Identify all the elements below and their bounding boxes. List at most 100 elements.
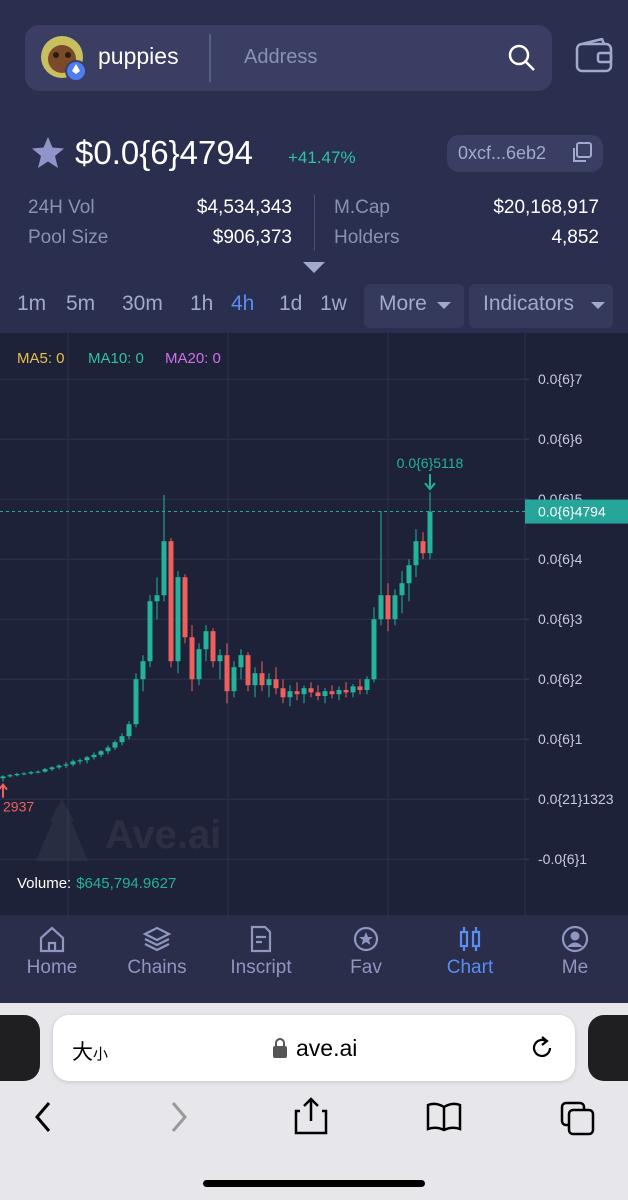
menu-label[interactable]: Indicators [483,292,575,315]
reload-icon[interactable] [528,1034,556,1062]
candle-body [0,776,6,779]
candle-body [112,742,118,748]
nav-label[interactable]: Inscript [230,957,292,978]
stat-label: M.Cap [334,197,390,218]
browser-icons [35,1097,595,1136]
timeframe-tab[interactable]: 4h [231,292,255,315]
copy-icon[interactable] [570,141,594,165]
nav-label[interactable]: Me [561,957,589,978]
candle-body [161,541,167,596]
candle-body [14,774,20,776]
candle-body [56,765,62,768]
stat-value: $20,168,917 [493,197,599,218]
candle-body [336,690,342,695]
candle-body [42,769,48,772]
candle-body [420,541,426,554]
indicators-button[interactable] [469,284,613,328]
nav-label[interactable]: Fav [350,957,382,978]
candle-body [413,541,419,566]
candle-body [385,595,391,620]
current-price-box [525,499,628,524]
y-tick-label: 0.0{6}1 [538,731,583,747]
nav-item[interactable]: Chart [418,925,522,979]
share-icon[interactable] [294,1097,328,1135]
candle-body [364,679,370,690]
url-text[interactable]: ave.ai [296,1035,358,1061]
candle-body [280,688,286,698]
token-avatar [41,36,87,82]
candle-body [378,595,384,620]
browser-tab-next[interactable] [588,1015,628,1081]
forward-icon[interactable] [171,1102,187,1132]
timeframe-tab[interactable]: 30m [122,292,163,315]
timeframe-tab[interactable]: 1d [279,292,303,315]
low-marker-arrow [0,782,8,798]
candle-body [154,595,160,602]
search-icon[interactable] [506,42,538,74]
y-tick-label: 0.0{6}3 [538,611,583,627]
y-tick-label: 0.0{21}1323 [538,791,614,807]
y-tick-label: 0.0{6}2 [538,671,583,687]
nav-item[interactable]: Inscript [209,925,313,979]
nav-item[interactable]: Home [0,925,104,979]
candle-body [329,691,335,695]
timeframe-tab[interactable]: 5m [66,292,96,315]
candle-body [175,577,181,662]
candle-body [91,754,97,758]
bookmarks-icon[interactable] [426,1102,462,1132]
y-tick-label: 0.0{6}4 [538,551,583,567]
divider [209,34,211,82]
candle-body [427,511,433,554]
home-icon [39,926,65,953]
wallet-icon[interactable] [574,38,616,76]
home-indicator [203,1180,425,1187]
candle-body [70,761,76,765]
search-bar[interactable] [25,25,552,91]
nav-label[interactable]: Home [26,957,78,978]
candle-body [21,773,27,775]
candle-body [210,631,216,662]
price: $0.0{6}4794 [75,134,254,171]
candle-body [259,673,265,686]
nav-label[interactable]: Chains [127,957,187,978]
text-size-small: 小 [93,1046,109,1063]
nav-item[interactable]: Me [523,925,627,979]
back-icon[interactable] [35,1102,51,1132]
chart-background [0,333,628,915]
candle-body [322,691,328,696]
candle-body [392,595,398,620]
timeframe-tab[interactable]: 1h [190,292,214,315]
timeframe-tab[interactable]: 1m [17,292,47,315]
candle-body [63,764,69,766]
legend-entry: MA10: 0 [88,350,144,367]
candle-body [140,661,146,680]
timeframe-tab[interactable]: 1w [320,292,347,315]
tabs-icon[interactable] [567,1108,595,1136]
legend-entry: MA20: 0 [165,350,221,367]
watermark: Ave.ai [105,813,221,857]
token-name: puppies [98,43,179,69]
candle-body [252,673,258,686]
nav-label[interactable]: Chart [446,957,494,978]
nav-item[interactable]: Fav [314,925,418,979]
token-address[interactable]: 0xcf...6eb2 [458,143,547,163]
nav-item[interactable]: Chains [105,925,209,979]
more-button[interactable] [364,284,464,328]
favorite-star[interactable] [30,135,66,171]
search-placeholder[interactable]: Address [244,46,318,68]
candle-body [357,686,363,690]
inscript-icon [250,925,272,953]
chart-icon [459,927,481,951]
text-size-button[interactable]: 大小 [72,1036,108,1066]
menu-label[interactable]: More [379,292,427,315]
candle-body [287,691,293,698]
browser-tab-prev[interactable] [0,1015,40,1081]
high-marker-label: 0.0{6}5118 [397,455,464,471]
me-icon [561,925,589,953]
candle-body [119,736,125,743]
expand-arrow[interactable] [303,262,325,274]
dropdown-arrow [591,302,605,309]
url-bar[interactable] [53,1015,575,1081]
lock-icon [273,1038,287,1058]
